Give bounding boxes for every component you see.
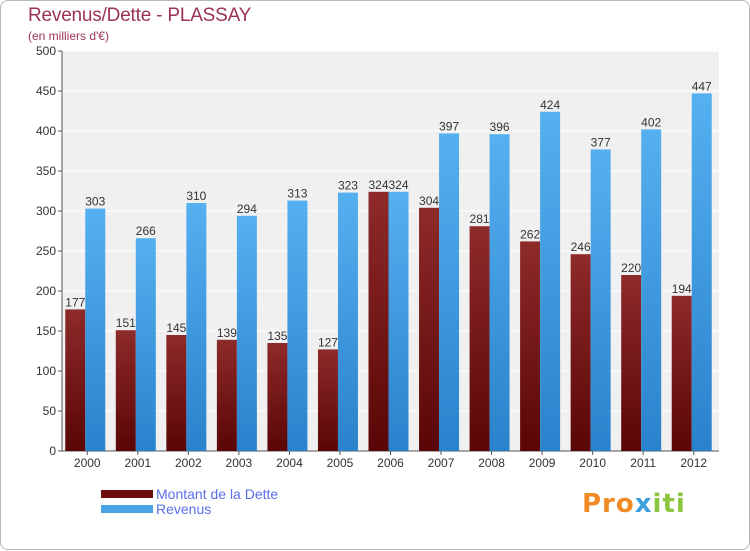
bar-revenus — [287, 200, 308, 451]
y-tick-label: 150 — [36, 324, 56, 338]
bar-revenus — [135, 238, 156, 451]
bar-revenus — [236, 215, 257, 451]
data-label-dette: 304 — [419, 194, 439, 208]
x-tick-label: 2001 — [124, 456, 151, 470]
bar-dette — [419, 207, 440, 451]
bar-revenus — [489, 134, 510, 451]
x-tick-label: 2006 — [377, 456, 404, 470]
x-tick-label: 2005 — [327, 456, 354, 470]
x-tick-label: 2010 — [579, 456, 606, 470]
data-label-dette: 194 — [672, 282, 692, 296]
bar-dette — [317, 349, 338, 451]
bar-dette — [115, 330, 136, 451]
bar-revenus — [85, 208, 106, 451]
x-tick-label: 2007 — [428, 456, 455, 470]
data-label-revenus: 377 — [591, 135, 611, 149]
x-tick-label: 2011 — [630, 456, 656, 470]
data-label-revenus: 396 — [490, 120, 510, 134]
bar-dette — [671, 295, 692, 451]
bar-revenus — [186, 203, 207, 451]
data-label-dette: 177 — [65, 295, 85, 309]
bar-dette — [368, 191, 389, 452]
legend-swatch-revenus — [101, 505, 153, 513]
legend-label-revenus: Revenus — [156, 501, 212, 517]
bar-revenus — [388, 191, 409, 452]
data-label-dette: 324 — [368, 178, 388, 192]
data-label-revenus: 447 — [692, 79, 712, 93]
data-label-dette: 145 — [166, 321, 186, 335]
legend-label-dette: Montant de la Dette — [156, 486, 279, 502]
x-tick-label: 2000 — [74, 456, 101, 470]
y-tick-label: 450 — [36, 84, 56, 98]
bar-dette — [166, 335, 187, 451]
bar-dette — [469, 226, 490, 451]
data-label-revenus: 310 — [186, 189, 206, 203]
y-tick-label: 0 — [49, 444, 56, 458]
bar-revenus — [691, 93, 712, 452]
bar-revenus — [540, 111, 561, 452]
data-label-revenus: 324 — [388, 178, 408, 192]
data-label-revenus: 303 — [85, 195, 105, 209]
bar-revenus — [590, 149, 611, 451]
data-label-revenus: 266 — [136, 224, 156, 238]
proxiti-logo: Proxiti — [582, 489, 686, 519]
data-label-dette: 246 — [571, 240, 591, 254]
bar-dette — [216, 339, 237, 451]
y-tick-label: 400 — [36, 124, 56, 138]
x-tick-label: 2004 — [276, 456, 303, 470]
data-label-dette: 135 — [267, 329, 287, 343]
y-tick-label: 50 — [43, 404, 57, 418]
bar-dette — [65, 309, 86, 451]
data-label-revenus: 313 — [287, 187, 307, 201]
legend-swatch-dette — [101, 490, 153, 498]
bar-dette — [621, 275, 642, 451]
data-label-dette: 139 — [217, 326, 237, 340]
bar-revenus — [337, 192, 358, 451]
y-tick-label: 500 — [36, 44, 56, 58]
bar-revenus — [641, 129, 662, 451]
data-label-revenus: 402 — [641, 115, 661, 129]
data-label-dette: 281 — [470, 212, 490, 226]
x-tick-label: 2012 — [680, 456, 707, 470]
x-tick-label: 2002 — [175, 456, 202, 470]
x-tick-label: 2003 — [226, 456, 253, 470]
bar-revenus — [439, 133, 460, 451]
chart-subtitle: (en milliers d'€) — [28, 29, 109, 43]
data-label-revenus: 294 — [237, 202, 257, 216]
bar-dette — [570, 254, 591, 451]
data-label-dette: 127 — [318, 335, 338, 349]
y-tick-label: 100 — [36, 364, 56, 378]
data-label-revenus: 424 — [540, 98, 560, 112]
data-label-revenus: 323 — [338, 179, 358, 193]
bar-dette — [520, 241, 541, 451]
x-tick-label: 2008 — [478, 456, 505, 470]
data-label-dette: 220 — [621, 261, 641, 275]
chart-title: Revenus/Dette - PLASSAY — [28, 5, 252, 26]
y-tick-label: 350 — [36, 164, 56, 178]
bar-dette — [267, 343, 288, 451]
data-label-revenus: 397 — [439, 119, 459, 133]
data-label-dette: 151 — [116, 316, 136, 330]
y-tick-label: 300 — [36, 204, 56, 218]
y-tick-label: 250 — [36, 244, 56, 258]
y-tick-label: 200 — [36, 284, 56, 298]
x-tick-label: 2009 — [529, 456, 556, 470]
data-label-dette: 262 — [520, 227, 540, 241]
